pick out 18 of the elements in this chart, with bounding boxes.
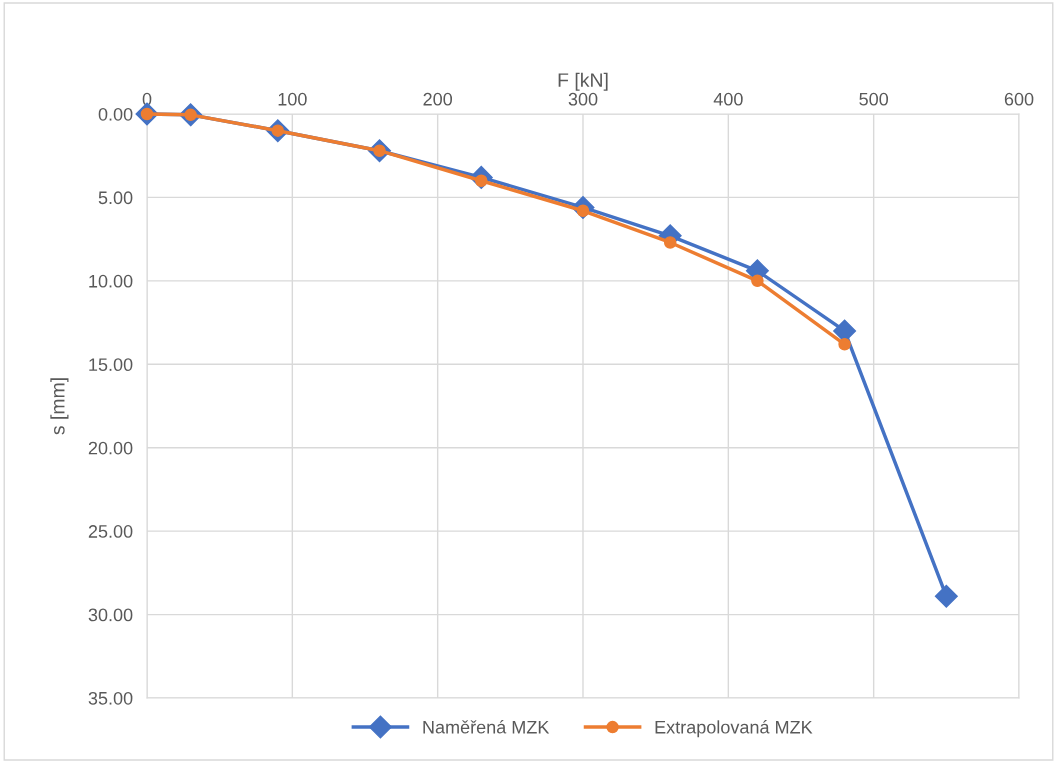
y-tick-label: 10.00: [89, 274, 133, 288]
y-tick-label: 0.00: [98, 107, 133, 121]
y-tick-label: 30.00: [88, 608, 133, 622]
y-tick-label: 15.00: [89, 358, 133, 372]
y-tick-label: 5.00: [98, 191, 133, 205]
legend-label: Naměřená MZK: [423, 720, 550, 734]
x-tick-label: 300: [568, 92, 598, 106]
x-axis-title: F [kN]: [558, 72, 608, 91]
y-axis-title: s [mm]: [50, 378, 69, 435]
y-tick-label: 20.00: [88, 441, 133, 455]
x-tick-label: 400: [713, 92, 743, 106]
y-tick-label: 25.00: [88, 525, 133, 538]
x-tick-label: 100: [278, 92, 307, 106]
y-tick-label: 35.00: [88, 691, 133, 705]
legend-label: Extrapolovaná MZK: [655, 720, 813, 738]
x-tick-label: 600: [1004, 92, 1034, 106]
x-tick-label: 500: [859, 92, 889, 106]
x-tick-label: 200: [423, 92, 453, 106]
